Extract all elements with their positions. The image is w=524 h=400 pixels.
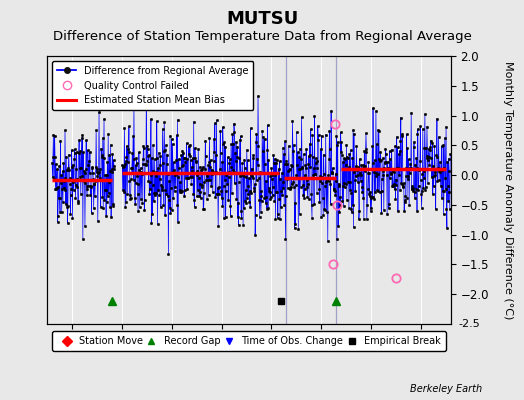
Text: MUTSU: MUTSU [226, 10, 298, 28]
Legend: Station Move, Record Gap, Time of Obs. Change, Empirical Break: Station Move, Record Gap, Time of Obs. C… [52, 331, 446, 351]
Y-axis label: Monthly Temperature Anomaly Difference (°C): Monthly Temperature Anomaly Difference (… [503, 61, 513, 319]
Text: Berkeley Earth: Berkeley Earth [410, 384, 482, 394]
Text: -2.5: -2.5 [458, 319, 481, 329]
Text: Difference of Station Temperature Data from Regional Average: Difference of Station Temperature Data f… [52, 30, 472, 43]
